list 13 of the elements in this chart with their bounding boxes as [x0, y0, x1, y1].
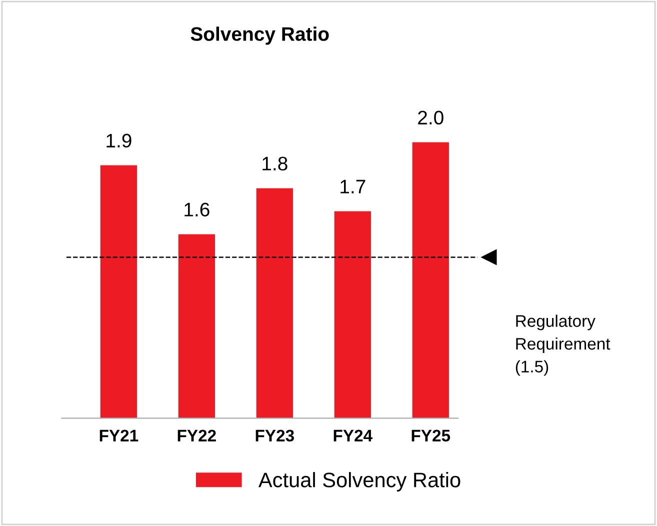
x-tick-label: FY23 — [256, 430, 294, 442]
data-label: 1.9 — [106, 134, 132, 148]
x-tick-label: FY21 — [100, 430, 138, 442]
x-tick-label: FY24 — [334, 430, 372, 442]
data-label: 1.8 — [262, 156, 288, 170]
chart-title: Solvency Ratio — [190, 26, 329, 45]
data-label: 1.6 — [184, 202, 210, 216]
ref-line-label: Regulatory Requirement (1.5) — [516, 314, 610, 376]
data-label: 1.7 — [340, 180, 366, 194]
legend-label: Actual Solvency Ratio — [258, 472, 460, 492]
x-tick-label: FY25 — [412, 430, 450, 442]
x-tick-label: FY22 — [178, 430, 216, 442]
data-label: 2.0 — [418, 110, 444, 125]
